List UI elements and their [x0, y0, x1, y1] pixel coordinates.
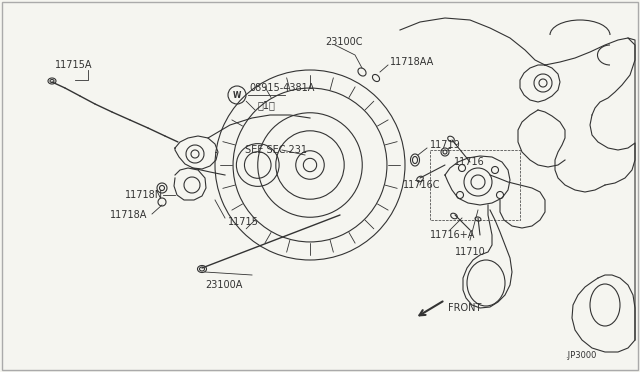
Text: 23100C: 23100C [325, 37, 362, 47]
Text: 11716: 11716 [454, 157, 484, 167]
Text: 11719: 11719 [430, 140, 461, 150]
Text: 11718AA: 11718AA [390, 57, 435, 67]
Text: 11716C: 11716C [403, 180, 440, 190]
Text: （1）: （1） [258, 100, 276, 110]
Text: 08915-4381A: 08915-4381A [249, 83, 314, 93]
Text: 11718A: 11718A [110, 210, 147, 220]
Text: W: W [233, 90, 241, 99]
Text: FRONT: FRONT [448, 303, 481, 313]
Text: SEE SEC.231: SEE SEC.231 [245, 145, 307, 155]
Text: 11715A: 11715A [55, 60, 93, 70]
Text: 11716+A: 11716+A [430, 230, 476, 240]
Text: 11718N: 11718N [125, 190, 163, 200]
Text: .JP3000: .JP3000 [565, 350, 596, 359]
Text: 11715: 11715 [228, 217, 259, 227]
Text: 23100A: 23100A [205, 280, 243, 290]
Text: 11710: 11710 [455, 247, 486, 257]
